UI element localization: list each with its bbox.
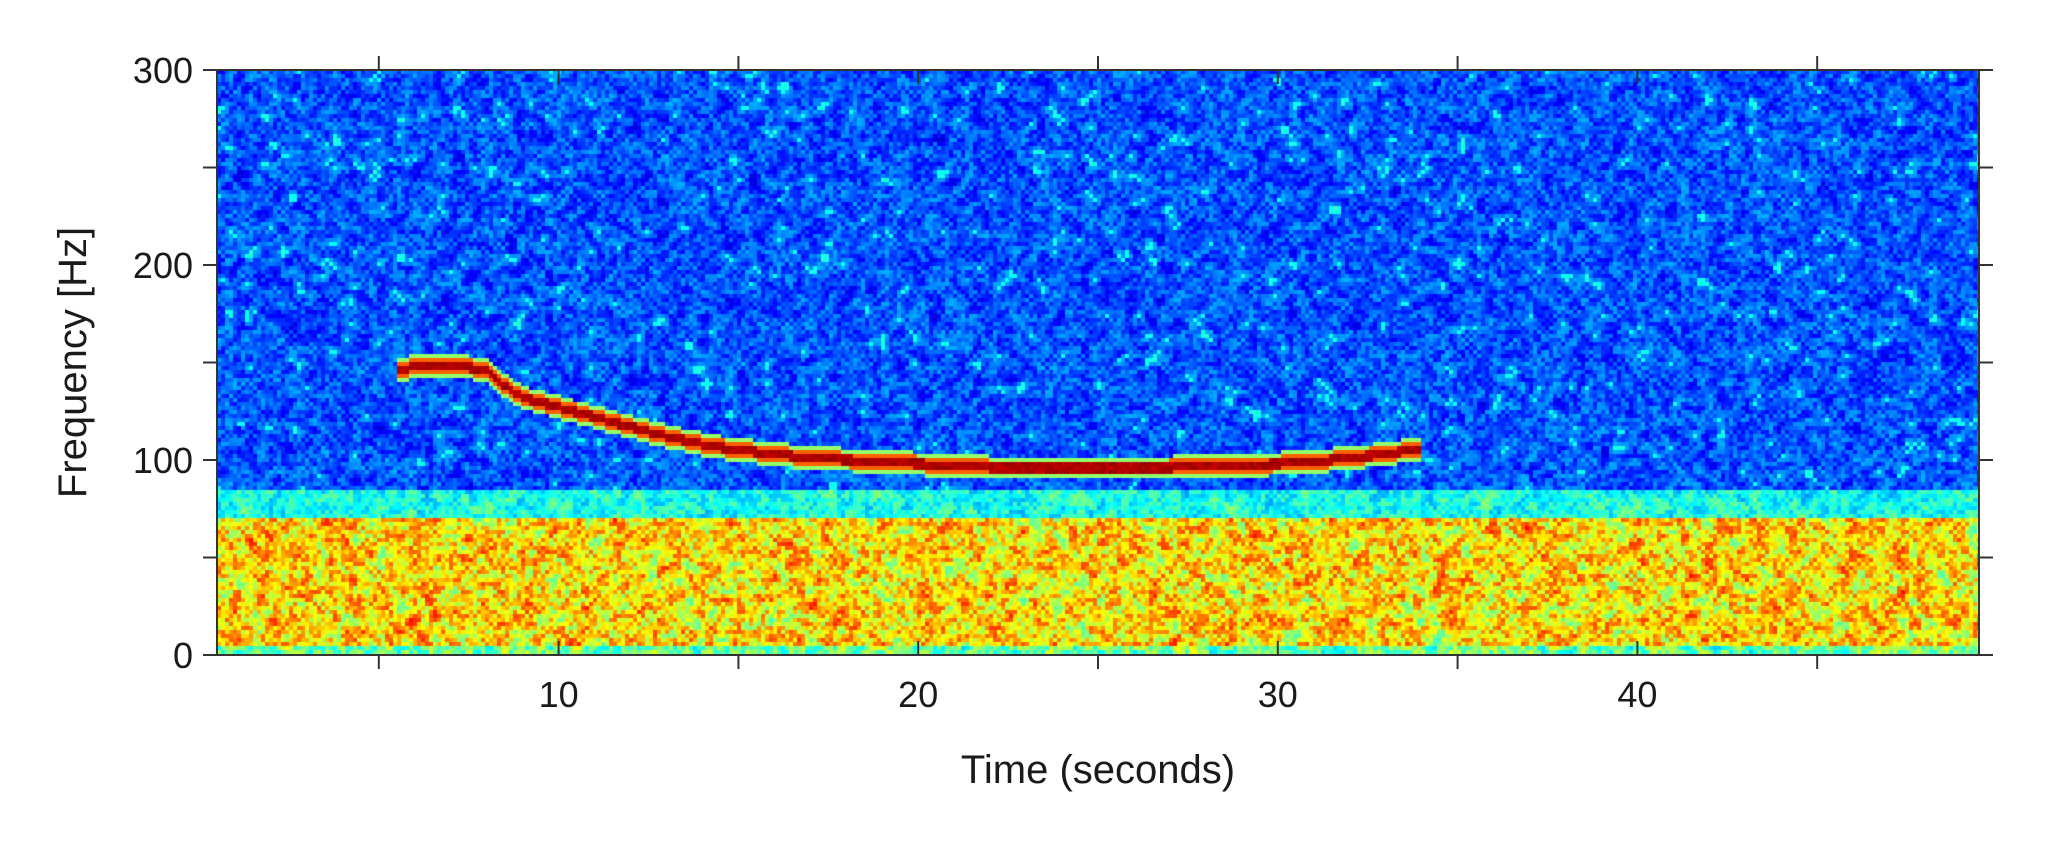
x-axis-ticks: 10 20 30 40 [377, 56, 1819, 715]
y-axis-ticks: 0 100 200 300 [133, 50, 1993, 676]
y-tick-label: 300 [133, 50, 193, 91]
x-tick-label: 30 [1258, 674, 1298, 715]
spectrogram-heatmap [217, 70, 1979, 655]
x-tick-label: 20 [898, 674, 938, 715]
x-axis-title: Time (seconds) [961, 748, 1235, 792]
y-axis-title: Frequency [Hz] [51, 227, 95, 498]
x-tick-label: 40 [1617, 674, 1657, 715]
y-tick-label: 100 [133, 440, 193, 481]
plot-frame [216, 69, 1980, 656]
x-tick-label: 10 [539, 674, 579, 715]
y-tick-label: 0 [173, 635, 193, 676]
y-tick-label: 200 [133, 245, 193, 286]
